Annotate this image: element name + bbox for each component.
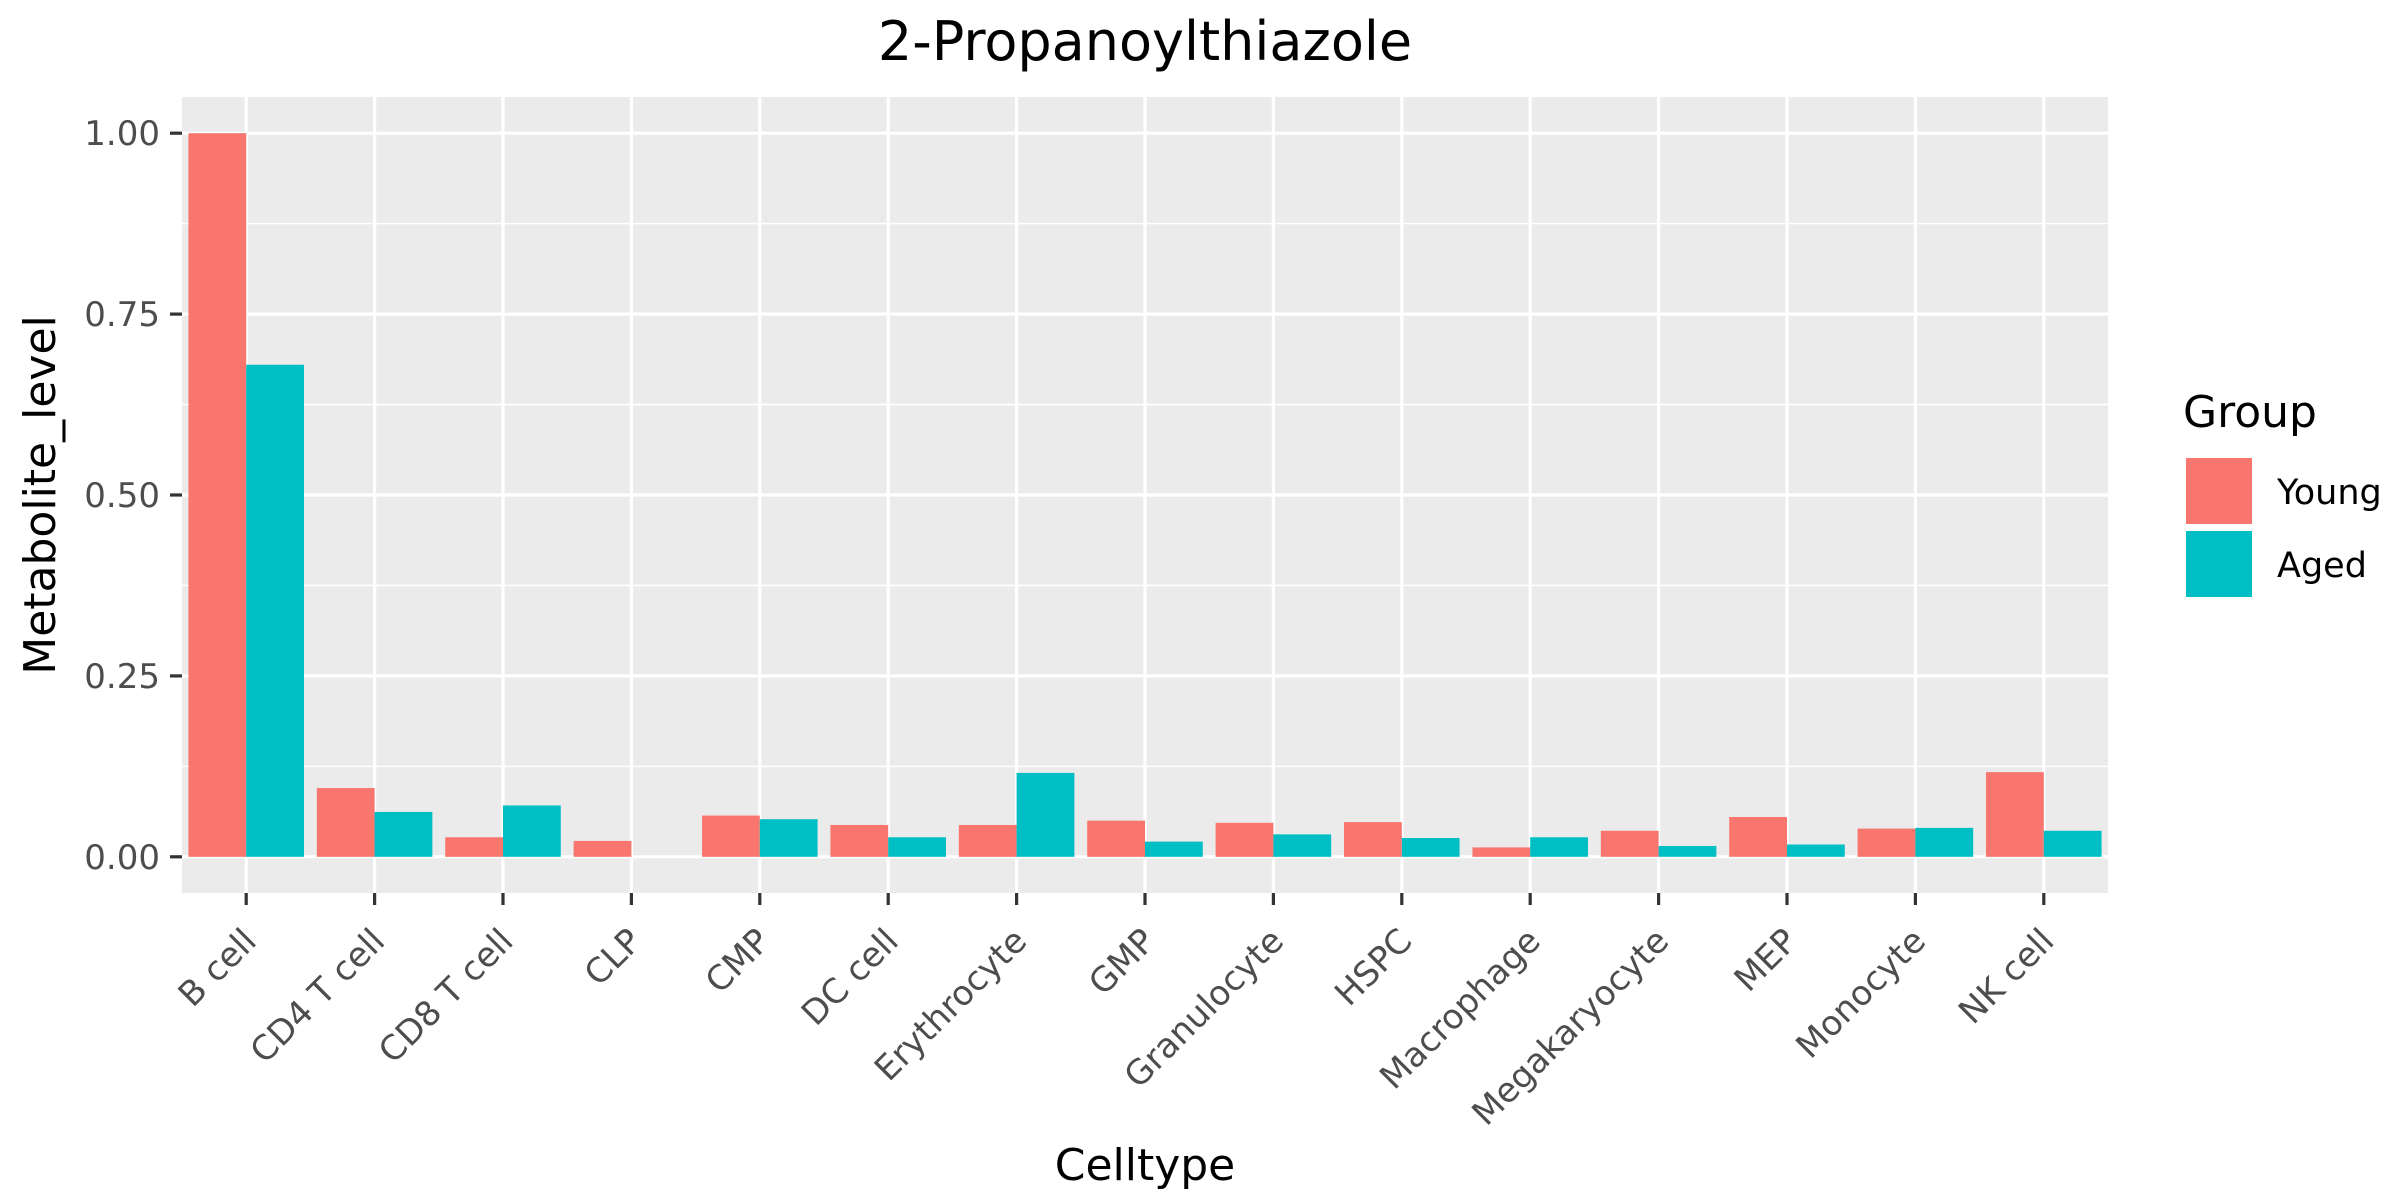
x-tick-label: CMP	[698, 921, 778, 1001]
bar-young-monocyte	[1857, 828, 1916, 857]
bar-young-clp	[573, 840, 632, 857]
bar-young-cd8-t-cell	[445, 837, 503, 857]
bar-young-granulocyte	[1215, 822, 1274, 857]
bars	[188, 133, 2102, 857]
bar-young-cd4-t-cell	[316, 788, 375, 857]
y-axis-title: Metabolite_level	[15, 315, 66, 675]
bar-young-nk-cell	[1986, 772, 2044, 857]
chart-title: 2-Propanoylthiazole	[878, 10, 1412, 73]
y-tick-label: 0.00	[84, 838, 160, 878]
x-axis-title: Celltype	[1055, 1140, 1236, 1191]
x-tick-label: NK cell	[1951, 921, 2062, 1032]
bar-aged-gmp	[1145, 841, 1203, 857]
legend-key-aged	[2186, 531, 2252, 597]
bar-aged-nk-cell	[2043, 830, 2102, 857]
x-tick-label: GMP	[1081, 921, 1163, 1003]
legend-title: Group	[2183, 387, 2317, 438]
bar-aged-dc-cell	[888, 837, 946, 857]
y-tick-label: 0.75	[84, 295, 160, 335]
legend-key-young	[2186, 458, 2252, 524]
bar-young-erythrocyte	[958, 824, 1017, 857]
bar-aged-monocyte	[1915, 827, 1974, 857]
bar-young-macrophage	[1472, 847, 1531, 857]
legend-label-aged: Aged	[2277, 546, 2367, 586]
x-tick-label: B cell	[171, 921, 265, 1015]
bar-aged-mep	[1787, 844, 1845, 857]
bar-aged-granulocyte	[1273, 834, 1332, 857]
bar-aged-cd4-t-cell	[374, 811, 433, 857]
y-tick-label: 0.50	[84, 476, 160, 516]
x-tick-label: CLP	[577, 921, 650, 994]
bar-aged-cmp	[759, 819, 818, 857]
legend: Group Young Aged	[2183, 387, 2382, 597]
bar-young-b-cell	[188, 133, 247, 857]
bar-aged-macrophage	[1530, 837, 1588, 857]
bar-young-hspc	[1344, 822, 1402, 857]
y-tick-label: 1.00	[84, 114, 160, 154]
bar-aged-b-cell	[246, 364, 304, 857]
bar-aged-hspc	[1401, 838, 1460, 857]
bar-aged-cd8-t-cell	[503, 805, 561, 857]
x-tick-label: Monocyte	[1788, 921, 1933, 1066]
x-tick-label: CD8 T cell	[371, 921, 521, 1071]
y-tick-label: 0.25	[84, 657, 160, 697]
x-tick-label: HSPC	[1327, 921, 1420, 1014]
bar-young-dc-cell	[830, 824, 889, 857]
bar-aged-megakaryocyte	[1658, 845, 1717, 857]
bar-young-mep	[1729, 817, 1787, 857]
bar-young-megakaryocyte	[1600, 830, 1659, 857]
bar-aged-erythrocyte	[1016, 772, 1075, 857]
x-tick-label: MEP	[1727, 921, 1806, 1000]
x-tick-label: CD4 T cell	[243, 921, 393, 1071]
x-tick-label: DC cell	[794, 921, 907, 1034]
legend-label-young: Young	[2276, 473, 2382, 513]
bar-young-gmp	[1087, 820, 1145, 857]
bar-young-cmp	[702, 815, 760, 857]
